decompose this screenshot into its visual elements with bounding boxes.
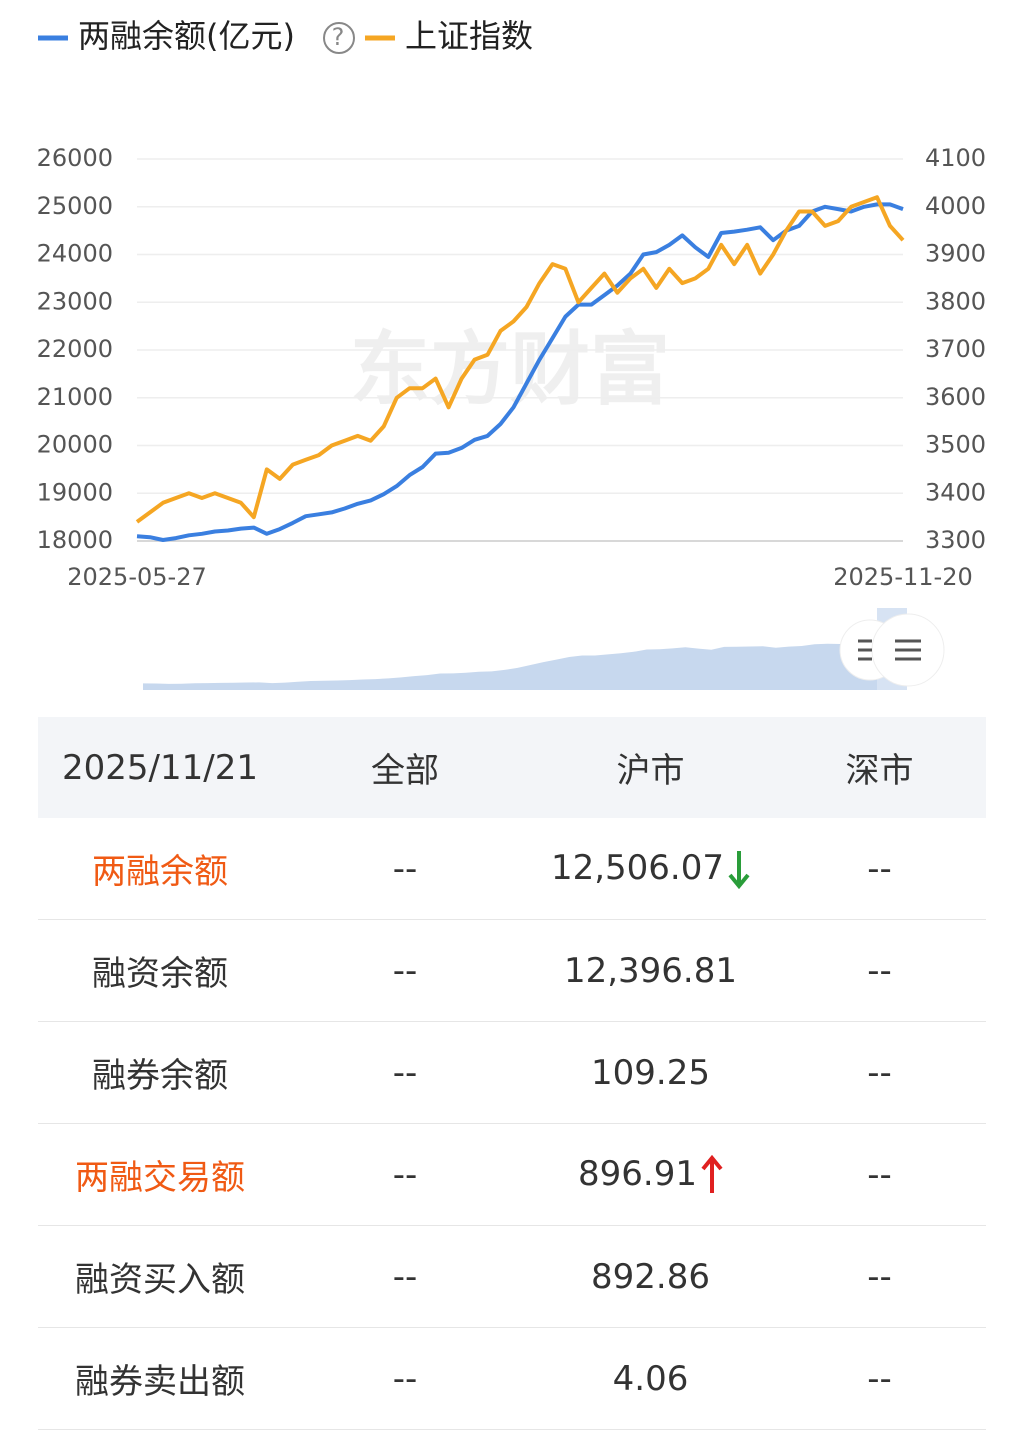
cell-text: 109.25 <box>591 1052 710 1093</box>
y-tick-label: 18000 <box>37 526 113 554</box>
arrow-shape <box>701 1155 723 1194</box>
series-line <box>135 195 905 524</box>
y-tick-label: 26000 <box>37 144 113 172</box>
cell-text: 12,506.07 <box>550 847 725 888</box>
table-cell: 融券卖出额 <box>38 1327 282 1430</box>
cell-text: -- <box>867 1358 892 1399</box>
trend-arrow <box>701 1155 723 1194</box>
table-row: 融券卖出额 -- 4.06 -- <box>38 1327 986 1430</box>
y2-tick-label: 3900 <box>925 240 986 268</box>
y2-tick-label: 3500 <box>925 431 986 459</box>
watermark: 东方财富 <box>350 323 670 416</box>
table-row: 融资余额 -- 12,396.81 -- <box>38 919 986 1022</box>
cell-text: -- <box>867 1052 892 1093</box>
y-tick-label: 19000 <box>37 478 113 506</box>
cell-text: 两融余额 <box>92 852 228 892</box>
header-cell: 深市 <box>773 717 986 818</box>
cell-text: -- <box>392 1154 418 1195</box>
table-cell: 892.86 <box>528 1225 773 1328</box>
cell-text: -- <box>867 1256 892 1297</box>
table-cell: -- <box>773 919 986 1022</box>
table-cell: -- <box>773 1123 986 1226</box>
y2-tick-label: 3400 <box>925 478 986 506</box>
cell-text: 892.86 <box>591 1256 710 1297</box>
cell-text: 融资余额 <box>92 954 228 994</box>
table-row: 两融余额 -- 12,506.07 -- <box>38 818 986 920</box>
header-cell: 全部 <box>282 717 528 818</box>
table-row: 融资买入额 -- 892.86 -- <box>38 1225 986 1328</box>
table-cell: 12,396.81 <box>528 919 773 1022</box>
margin-table: 2025/11/21 全部 沪市 深市两融余额 -- 12,506.07 -- 融资余额 -- 1… <box>38 717 986 1430</box>
chart: 东方财富 ? 18000 19000 20000 21000 22000 23000 240… <box>37 17 986 690</box>
navigator-area <box>143 643 905 690</box>
table-cell: -- <box>282 1021 528 1124</box>
x-tick-label: 2025-05-27 <box>67 563 206 591</box>
table-row: 融券余额 -- 109.25 -- <box>38 1021 986 1124</box>
table-cell: 两融交易额 <box>38 1123 282 1226</box>
y2-tick-label: 3700 <box>925 335 986 363</box>
header-cell: 2025/11/21 <box>38 717 282 818</box>
handle-grip <box>858 639 921 661</box>
cell-text: -- <box>392 848 418 889</box>
cell-text: 融券卖出额 <box>75 1362 245 1402</box>
table-cell: -- <box>282 818 528 920</box>
cell-text: -- <box>392 1052 418 1093</box>
table-cell: -- <box>282 919 528 1022</box>
table-cell: 12,506.07 <box>528 818 773 920</box>
table-cell: 融券余额 <box>38 1021 282 1124</box>
cell-text: 融券余额 <box>92 1056 228 1096</box>
y2-tick-label: 3300 <box>925 526 986 554</box>
legend-label: 上证指数 <box>405 17 533 55</box>
cell-text: 融资买入额 <box>75 1260 245 1300</box>
cell-text: -- <box>867 950 892 991</box>
cell-text: -- <box>392 950 418 991</box>
table-cell: 融资买入额 <box>38 1225 282 1328</box>
table-row: 两融交易额 -- 896.91 -- <box>38 1123 986 1226</box>
table-cell: -- <box>282 1225 528 1328</box>
table-cell: -- <box>282 1327 528 1430</box>
table-cell: -- <box>773 1021 986 1124</box>
cell-text: -- <box>392 1256 418 1297</box>
table-cell: 两融余额 <box>38 818 282 920</box>
header-cell: 沪市 <box>528 717 773 818</box>
y2-tick-label: 3600 <box>925 383 986 411</box>
y-tick-label: 21000 <box>37 383 113 411</box>
help-icon[interactable] <box>323 22 355 54</box>
navigator[interactable] <box>839 608 945 690</box>
series-line <box>136 202 904 542</box>
table-cell: -- <box>773 1327 986 1430</box>
table-cell: 896.91 <box>528 1123 773 1226</box>
y2-tick-label: 4100 <box>925 144 986 172</box>
x-tick-label: 2025-11-20 <box>833 563 972 591</box>
cell-text: -- <box>867 1154 892 1195</box>
cell-text: 896.91 <box>578 1153 697 1194</box>
table-cell: 109.25 <box>528 1021 773 1124</box>
trend-arrow <box>728 851 750 890</box>
y2-tick-label: 4000 <box>925 192 986 220</box>
legend-label: 两融余额(亿元) <box>78 17 295 55</box>
y-tick-label: 23000 <box>37 287 113 315</box>
table-cell: -- <box>773 818 986 920</box>
y-tick-label: 22000 <box>37 335 113 363</box>
help-icon-text[interactable]: ? <box>332 23 345 51</box>
table-cell: -- <box>282 1123 528 1226</box>
y-tick-label: 20000 <box>37 431 113 459</box>
cell-text: -- <box>867 848 892 889</box>
table-header: 2025/11/21 全部 沪市 深市 <box>38 717 986 818</box>
table-cell: -- <box>773 1225 986 1328</box>
cell-text: 两融交易额 <box>75 1158 245 1198</box>
table-cell: 融资余额 <box>38 919 282 1022</box>
table-cell: 4.06 <box>528 1327 773 1430</box>
cell-text: 12,396.81 <box>563 950 738 991</box>
cell-text: -- <box>392 1358 418 1399</box>
y-tick-label: 24000 <box>37 240 113 268</box>
y2-tick-label: 3800 <box>925 287 986 315</box>
y-tick-label: 25000 <box>37 192 113 220</box>
arrow-shape <box>728 851 750 890</box>
cell-text: 4.06 <box>612 1358 689 1399</box>
